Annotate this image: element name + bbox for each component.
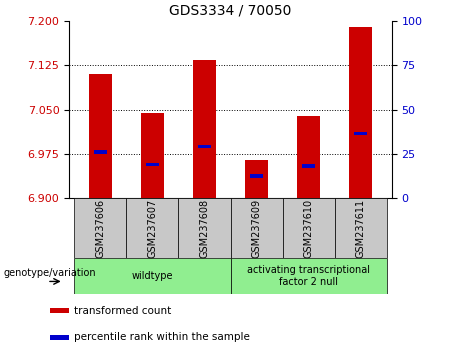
Bar [141,113,164,198]
Bar [230,198,283,258]
Bar [230,258,387,294]
Text: transformed count: transformed count [74,306,171,316]
Bar [302,164,315,167]
Text: GSM237611: GSM237611 [355,199,366,258]
Text: activating transcriptional
factor 2 null: activating transcriptional factor 2 null [247,265,370,287]
Bar [198,144,211,148]
Title: GDS3334 / 70050: GDS3334 / 70050 [169,3,292,17]
Text: GSM237607: GSM237607 [148,199,157,258]
Bar [50,335,69,339]
Bar [94,150,107,154]
Bar [283,198,335,258]
Bar [335,198,387,258]
Bar [245,160,268,198]
Bar [250,174,263,178]
Text: percentile rank within the sample: percentile rank within the sample [74,332,250,342]
Bar [178,198,230,258]
Text: GSM237610: GSM237610 [304,199,313,258]
Text: GSM237608: GSM237608 [200,199,209,258]
Bar [297,116,320,198]
Bar [349,27,372,198]
Bar [74,258,230,294]
Text: GSM237606: GSM237606 [95,199,106,258]
Bar [50,308,69,313]
Text: wildtype: wildtype [132,271,173,281]
Bar [74,198,126,258]
Bar [126,198,178,258]
Text: GSM237609: GSM237609 [252,199,261,258]
Bar [354,132,367,135]
Bar [193,59,216,198]
Bar [89,74,112,198]
Bar [146,163,159,166]
Text: genotype/variation: genotype/variation [4,268,96,278]
